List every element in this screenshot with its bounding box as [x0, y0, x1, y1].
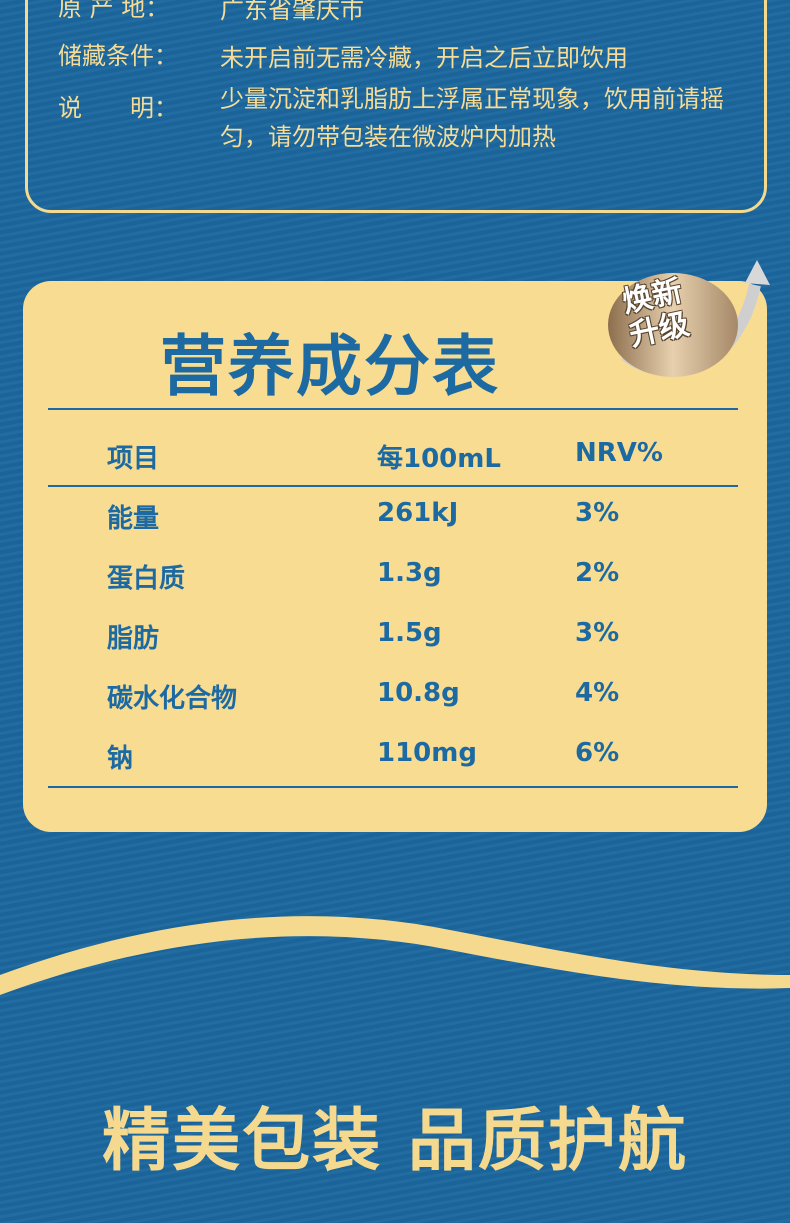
- cell: 脂肪: [107, 624, 160, 654]
- badge-disc: [608, 273, 738, 377]
- upgrade-badge: [608, 260, 770, 377]
- cream-wave-ribbon: [0, 916, 790, 995]
- cell: 钠: [107, 744, 134, 774]
- info-row-notes: 说 明： 少量沉淀和乳脂肪上浮属正常现象，饮用前请摇匀，请勿带包装在微波炉内加热: [58, 85, 740, 156]
- divider: [48, 786, 738, 788]
- table-row: 脂肪 1.5g 3%: [107, 618, 619, 655]
- table-row: 钠 110mg 6%: [107, 738, 619, 775]
- product-info-box: [25, 0, 767, 213]
- header-item: 项目: [107, 444, 160, 474]
- info-label: 储藏条件：: [58, 42, 178, 70]
- cell: 2%: [575, 558, 620, 588]
- cell: 1.5g: [377, 618, 442, 648]
- info-label: 原 产 地：: [58, 0, 170, 22]
- table-row: 碳水化合物 10.8g 4%: [107, 678, 619, 715]
- cell: 1.3g: [377, 558, 442, 588]
- nutrition-title: 营养成分表: [160, 327, 500, 405]
- divider: [48, 408, 738, 410]
- info-value: 未开启前无需冷藏，开启之后立即饮用: [220, 44, 628, 72]
- nutrition-card: 营养成分表 项目 每100mL NRV% 能量 261kJ 3% 蛋白质 1.3g 2%…: [23, 281, 767, 832]
- badge-text: 焕新升级: [619, 273, 693, 354]
- cell: 蛋白质: [107, 564, 186, 594]
- cell: 261kJ: [377, 498, 459, 528]
- cell: 110mg: [377, 738, 477, 768]
- table-header: 项目 每100mL NRV%: [107, 438, 663, 475]
- info-row-origin: 原 产 地： 广东省肇庆市: [58, 0, 740, 32]
- cell: 6%: [575, 738, 620, 768]
- info-label: 说 明：: [58, 94, 178, 122]
- cell: 碳水化合物: [107, 684, 238, 714]
- table-row: 能量 261kJ 3%: [107, 498, 619, 535]
- divider: [48, 485, 738, 487]
- header-nrv: NRV%: [575, 438, 663, 468]
- header-per100ml: 每100mL: [377, 444, 501, 474]
- info-row-storage: 储藏条件： 未开启前无需冷藏，开启之后立即饮用: [58, 36, 740, 80]
- info-value: 少量沉淀和乳脂肪上浮属正常现象，饮用前请摇匀，请勿带包装在微波炉内加热: [220, 85, 724, 151]
- cell: 4%: [575, 678, 620, 708]
- cell: 3%: [575, 618, 620, 648]
- info-value: 广东省肇庆市: [220, 0, 364, 24]
- cell: 能量: [107, 504, 160, 534]
- arrow-head-icon: [745, 260, 770, 285]
- cell: 10.8g: [377, 678, 460, 708]
- table-row: 蛋白质 1.3g 2%: [107, 558, 619, 595]
- slogan: 精美包装 品质护航: [102, 1101, 688, 1181]
- cell: 3%: [575, 498, 620, 528]
